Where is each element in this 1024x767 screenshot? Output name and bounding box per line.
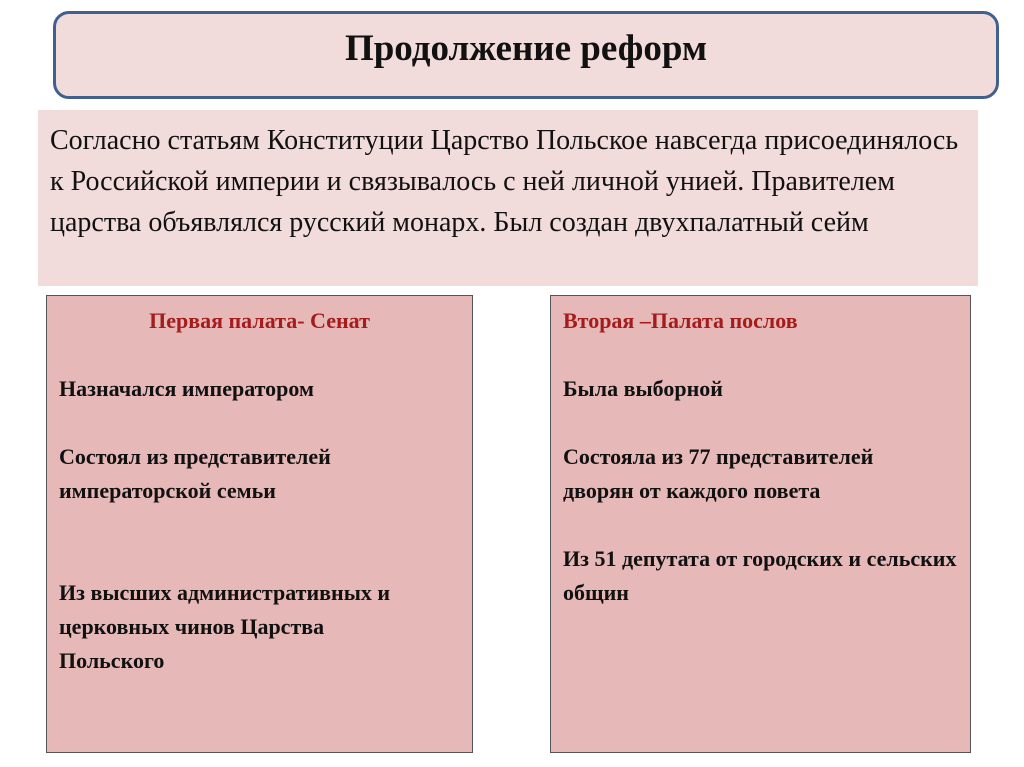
title-box: Продолжение реформ <box>53 11 999 99</box>
senate-item: Состоял из представителей императорской … <box>59 444 331 503</box>
slide-title: Продолжение реформ <box>344 27 708 69</box>
intro-text: Согласно статьям Конституции Царство Пол… <box>38 110 978 286</box>
deputies-item: Была выборной <box>563 376 723 401</box>
deputies-item: Состояла из 77 представителей дворян от … <box>563 444 874 503</box>
senate-column: Первая палата- Сенат Назначался императо… <box>46 295 473 753</box>
senate-item: Назначался императором <box>59 376 314 401</box>
deputies-column: Вторая –Палата послов Была выборной Сост… <box>550 295 971 753</box>
deputies-heading: Вторая –Палата послов <box>563 308 798 333</box>
senate-heading: Первая палата- Сенат <box>149 308 370 333</box>
deputies-item: Из 51 депутата от городских и сельских о… <box>563 546 957 605</box>
senate-item: Из высших административных и церковных ч… <box>59 580 391 673</box>
